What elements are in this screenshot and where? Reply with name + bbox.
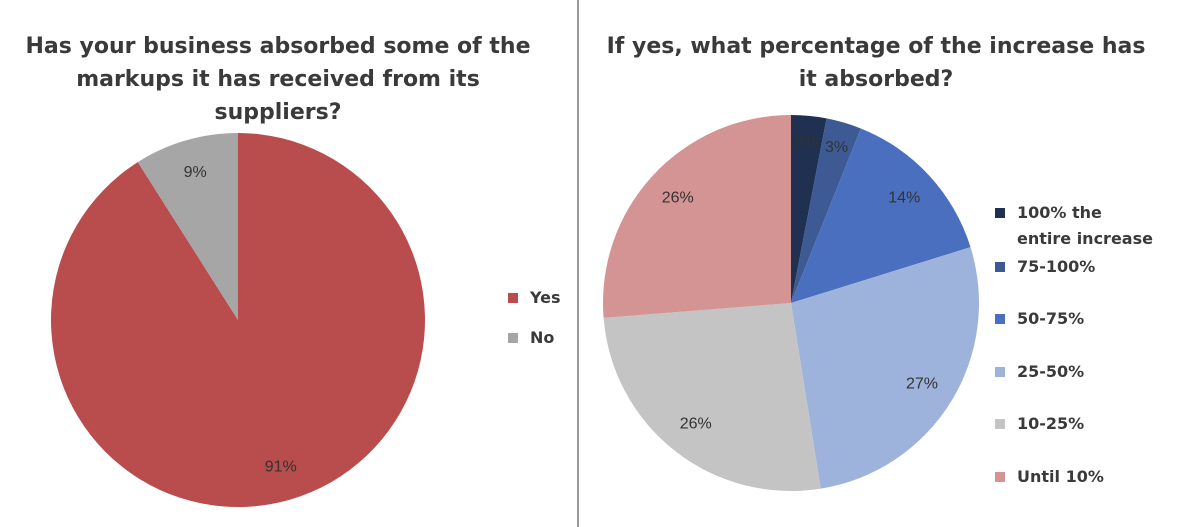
legend-swatch [508,293,518,303]
legend-entry: 75-100% [995,254,1155,280]
value-label: 3% [795,133,818,150]
value-label: 3% [825,139,848,156]
legend-label: No [530,328,555,347]
value-label: 9% [184,164,207,181]
legend-entry: 50-75% [995,306,1155,332]
legend-entry: No [508,325,568,351]
legend-entry: 25-50% [995,359,1155,385]
legend-label: 25-50% [1017,362,1085,381]
legend-entry: 10-25% [995,411,1155,437]
legend-swatch [995,472,1005,482]
legend-label: 75-100% [1017,257,1096,276]
legend-swatch [995,208,1005,218]
legend-entry: Yes [508,285,568,311]
value-label: 91% [265,458,297,475]
legend-entry: 100% the entire increase [995,200,1155,252]
pie-slice [791,118,861,304]
legend-label: Yes [530,288,561,307]
pie-slice [603,303,821,491]
legend-label: 100% the entire increase [1017,203,1153,248]
value-label: 26% [662,190,694,207]
legend-swatch [995,262,1005,272]
chart-title: If yes, what percentage of the increase … [606,34,1146,92]
legend-label: 10-25% [1017,414,1085,433]
value-label: 14% [888,190,920,207]
pie-slice [791,247,979,489]
legend-swatch [995,419,1005,429]
pie-slice [603,115,791,318]
legend-label: Until 10% [1017,467,1104,486]
legend-entry: Until 10% [995,464,1155,490]
legend-swatch [995,367,1005,377]
legend-label: 50-75% [1017,309,1085,328]
legend-swatch [508,333,518,343]
legend-swatch [995,314,1005,324]
pie-slice [791,128,971,303]
chart-title: Has your business absorbed some of the m… [25,34,531,125]
pie-slice [791,115,827,303]
value-label: 27% [906,375,938,392]
value-label: 26% [680,415,712,432]
pie-slice [137,133,238,320]
